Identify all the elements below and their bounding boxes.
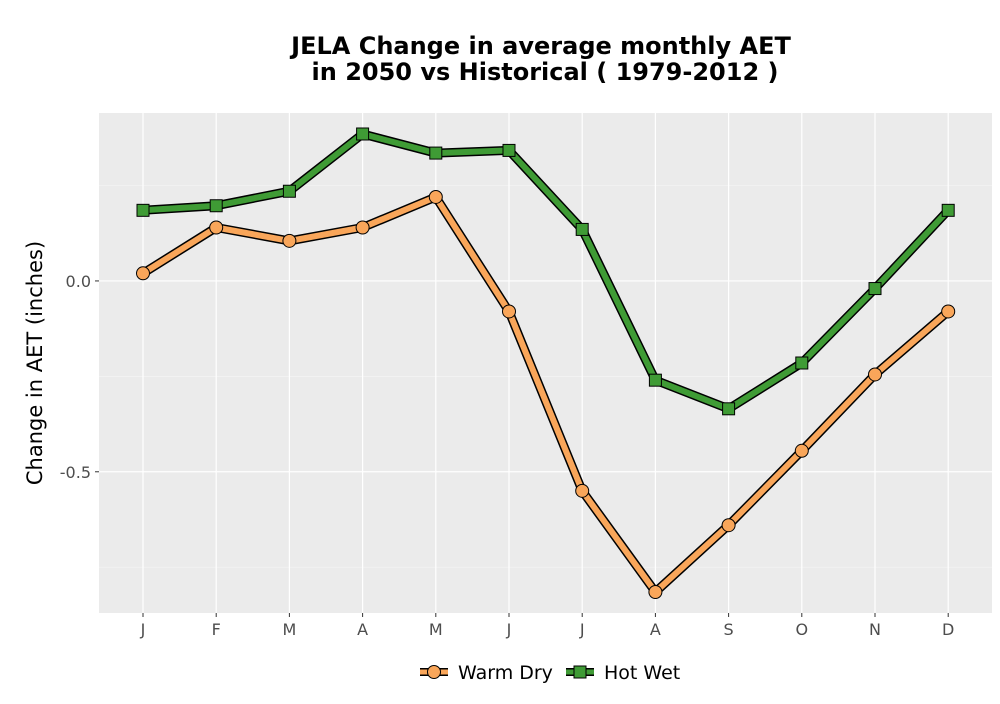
- data-point-warm-dry: [868, 367, 882, 382]
- data-point-warm-dry: [355, 220, 370, 235]
- data-point-warm-dry: [428, 189, 443, 204]
- legend-label-hot-wet: Hot Wet: [604, 662, 680, 684]
- series-layer: [136, 127, 956, 600]
- legend: Warm Dry Hot Wet: [420, 662, 680, 684]
- data-point-hot-wet: [282, 184, 296, 198]
- x-tick-label: A: [357, 620, 368, 639]
- series-line-hot-wet: [140, 131, 952, 412]
- data-point-warm-dry: [721, 518, 736, 533]
- data-point-hot-wet: [356, 127, 370, 141]
- data-point-hot-wet: [795, 356, 809, 370]
- data-point-hot-wet: [868, 282, 882, 296]
- y-tick-label: 0.0: [66, 272, 91, 291]
- data-point-warm-dry: [648, 585, 663, 600]
- data-point-warm-dry: [794, 443, 809, 458]
- x-tick-label: F: [212, 620, 221, 639]
- x-tick-label: S: [724, 620, 734, 639]
- data-point-warm-dry: [282, 233, 297, 248]
- data-point-warm-dry: [941, 304, 956, 319]
- x-tick-label: J: [506, 620, 512, 639]
- data-point-warm-dry: [575, 483, 590, 498]
- legend-key-marker-hot-wet: [573, 665, 587, 679]
- y-tick-label: -0.5: [60, 463, 91, 482]
- data-point-hot-wet: [136, 203, 150, 217]
- x-tick-label: M: [429, 620, 443, 639]
- x-tick-label: J: [579, 620, 585, 639]
- data-point-hot-wet: [209, 199, 223, 213]
- data-point-hot-wet: [722, 402, 736, 416]
- x-tick-label: M: [282, 620, 296, 639]
- data-point-hot-wet: [648, 373, 662, 387]
- data-point-warm-dry: [502, 304, 516, 319]
- data-point-hot-wet: [429, 146, 443, 160]
- chart-title-line1: JELA Change in average monthly AET: [289, 32, 791, 60]
- x-tick-label: D: [942, 620, 954, 639]
- legend-key-marker-warm-dry: [427, 665, 441, 679]
- x-tick-label: A: [650, 620, 661, 639]
- data-point-warm-dry: [209, 220, 224, 235]
- x-tick-label: J: [140, 620, 146, 639]
- chart-title-line2: in 2050 vs Historical ( 1979-2012 ): [312, 58, 779, 86]
- data-point-warm-dry: [136, 266, 150, 281]
- x-tick-label: N: [869, 620, 881, 639]
- legend-label-warm-dry: Warm Dry: [458, 662, 553, 684]
- axis-layer: 0.0 -0.5 J F M A M J J A S O N D: [60, 272, 955, 639]
- data-point-hot-wet: [575, 222, 589, 236]
- series-line-warm-dry: [140, 194, 952, 595]
- data-point-hot-wet: [941, 203, 955, 217]
- data-point-hot-wet: [502, 143, 516, 157]
- y-axis-title: Change in AET (inches): [23, 241, 47, 485]
- x-tick-label: O: [796, 620, 809, 639]
